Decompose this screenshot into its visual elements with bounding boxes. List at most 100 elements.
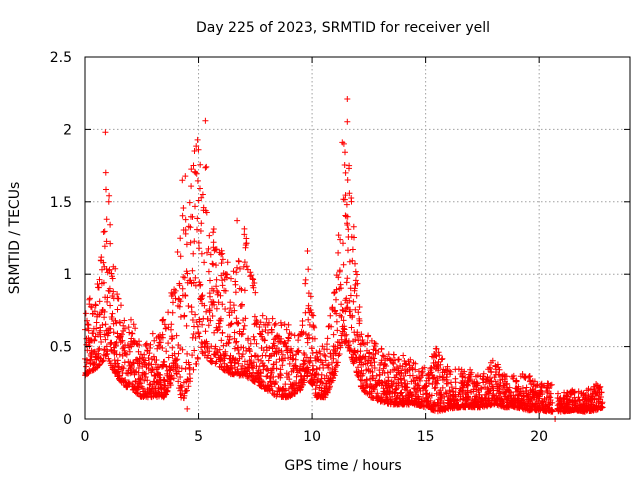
data-point bbox=[452, 379, 459, 386]
data-point bbox=[265, 382, 272, 389]
data-point bbox=[190, 250, 197, 257]
data-point bbox=[241, 259, 248, 266]
data-point bbox=[88, 304, 95, 311]
data-point bbox=[310, 312, 317, 319]
data-point bbox=[235, 320, 242, 327]
data-point bbox=[191, 148, 198, 154]
data-point bbox=[177, 253, 184, 260]
data-point bbox=[324, 335, 331, 342]
data-point bbox=[281, 339, 288, 346]
data-point bbox=[219, 301, 226, 308]
data-point bbox=[439, 384, 446, 391]
data-point bbox=[409, 372, 416, 379]
data-point bbox=[168, 326, 174, 333]
data-point bbox=[231, 329, 238, 336]
data-point bbox=[421, 364, 428, 371]
data-point bbox=[116, 351, 123, 358]
data-point bbox=[504, 380, 511, 387]
data-point bbox=[496, 366, 503, 373]
data-point bbox=[346, 165, 352, 172]
y-tick-label: 0.5 bbox=[50, 340, 72, 356]
data-points bbox=[82, 96, 606, 422]
data-point bbox=[123, 351, 130, 358]
data-point bbox=[434, 377, 441, 384]
data-point bbox=[117, 319, 124, 326]
data-point bbox=[185, 383, 192, 390]
data-point bbox=[191, 238, 198, 245]
data-point bbox=[425, 380, 432, 387]
data-point bbox=[277, 366, 284, 373]
data-point bbox=[111, 347, 118, 354]
data-point bbox=[100, 357, 107, 364]
data-point bbox=[161, 358, 168, 365]
data-point bbox=[374, 390, 381, 397]
data-point bbox=[279, 351, 286, 358]
data-point bbox=[219, 282, 226, 289]
data-point bbox=[85, 322, 92, 328]
data-point bbox=[461, 368, 468, 375]
data-point bbox=[336, 268, 343, 275]
data-point bbox=[278, 348, 285, 354]
data-point bbox=[510, 375, 517, 382]
data-point bbox=[325, 386, 332, 393]
data-point bbox=[228, 275, 234, 282]
data-point bbox=[218, 337, 225, 344]
data-point bbox=[431, 374, 438, 381]
data-point bbox=[195, 330, 202, 337]
data-point bbox=[331, 372, 338, 379]
data-point bbox=[182, 227, 189, 233]
data-point bbox=[233, 269, 240, 276]
y-axis-label: SRMTID / TECUs bbox=[7, 182, 23, 295]
data-point bbox=[222, 348, 229, 355]
data-point bbox=[288, 331, 295, 338]
data-point bbox=[190, 279, 197, 286]
data-point bbox=[181, 312, 188, 319]
data-point bbox=[261, 337, 268, 344]
data-point bbox=[239, 330, 246, 337]
data-point bbox=[216, 317, 223, 324]
data-point bbox=[344, 275, 351, 282]
data-point bbox=[175, 342, 182, 348]
data-point bbox=[371, 365, 378, 371]
data-point bbox=[107, 240, 114, 247]
data-point bbox=[306, 334, 313, 341]
data-point bbox=[279, 386, 286, 393]
data-point bbox=[389, 393, 396, 400]
data-point bbox=[309, 312, 315, 318]
data-point bbox=[235, 258, 242, 265]
data-point bbox=[161, 383, 168, 389]
data-point bbox=[188, 166, 195, 173]
data-point bbox=[143, 340, 150, 347]
data-point bbox=[227, 299, 234, 306]
data-point bbox=[168, 321, 175, 328]
data-point bbox=[205, 322, 212, 329]
data-point bbox=[396, 356, 402, 363]
data-point bbox=[352, 260, 358, 267]
data-point bbox=[245, 345, 252, 352]
data-point bbox=[271, 336, 278, 343]
data-point bbox=[109, 310, 116, 317]
data-point bbox=[343, 201, 350, 208]
data-point bbox=[184, 387, 190, 394]
data-point bbox=[342, 169, 349, 176]
data-point bbox=[531, 378, 538, 385]
data-point bbox=[141, 351, 148, 358]
data-point bbox=[295, 337, 302, 344]
data-point bbox=[107, 325, 114, 332]
data-point bbox=[209, 260, 216, 267]
data-point bbox=[196, 318, 203, 325]
data-point bbox=[136, 384, 142, 391]
data-point bbox=[423, 383, 430, 390]
data-point bbox=[202, 349, 209, 356]
data-point bbox=[437, 361, 444, 368]
data-point bbox=[102, 336, 109, 343]
data-point bbox=[121, 359, 128, 366]
data-point bbox=[157, 339, 164, 346]
data-point bbox=[121, 347, 128, 354]
data-point bbox=[245, 335, 252, 342]
data-point bbox=[444, 380, 451, 387]
data-point bbox=[390, 351, 397, 358]
data-point bbox=[85, 327, 92, 334]
data-point bbox=[96, 276, 103, 283]
